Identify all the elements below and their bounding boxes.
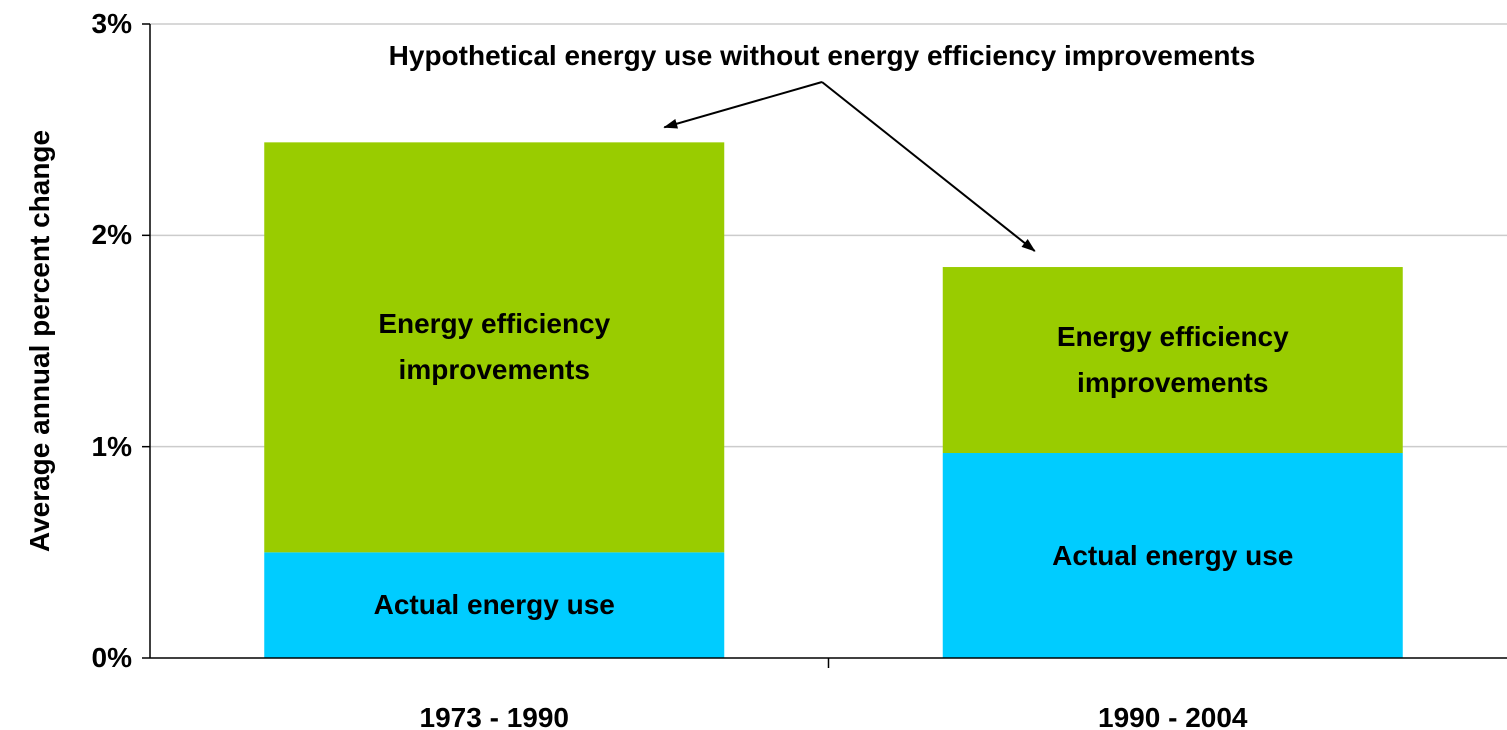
y-tick-label: 2% [91,219,132,251]
y-tick-label: 0% [91,642,132,673]
bar-segment [264,142,725,553]
y-tick-label: 3% [91,8,132,39]
bar-segment [942,267,1403,454]
bar-segment [264,552,725,658]
annotation: Hypothetical energy use without energy e… [388,40,1256,71]
y-axis-label: Average annual percent change [24,129,55,553]
x-tick-label: 1973 - 1990 [419,702,569,730]
segment-label: Actual energy use [373,589,615,621]
bar-segment [942,453,1403,658]
annotation-arrow [663,81,823,129]
annotation-arrow [821,81,1036,252]
x-tick-label: 1990 - 2004 [1098,702,1248,730]
y-tick-label: 1% [91,430,132,462]
segment-label: Energy efficiency improvements [1056,321,1289,399]
segment-label: Actual energy use [1052,539,1294,571]
segment-label: Energy efficiency improvements [378,308,611,386]
